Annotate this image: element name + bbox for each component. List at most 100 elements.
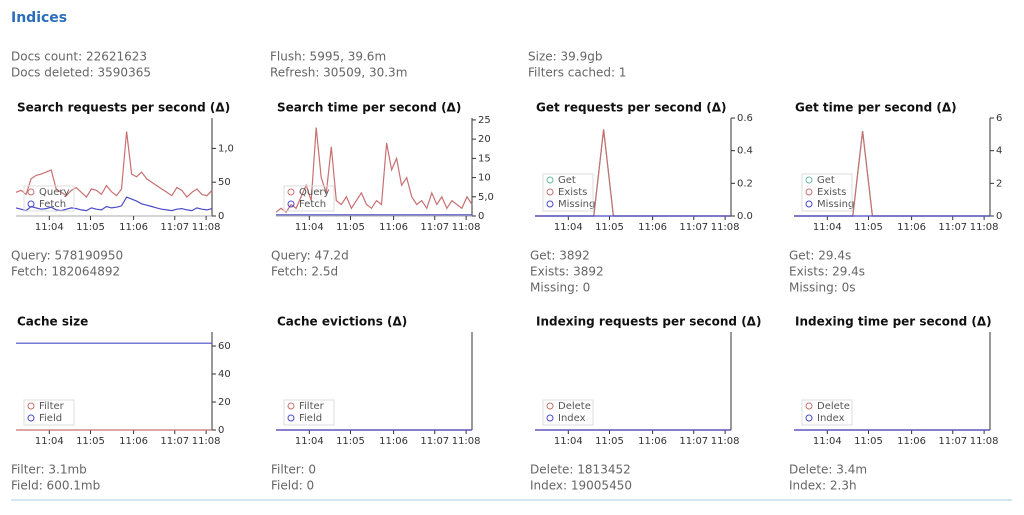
chart-title: Indexing time per second (Δ) <box>795 315 992 329</box>
x-tick-label: 11:04 <box>35 436 64 447</box>
series-line <box>15 131 213 199</box>
x-tick-label: 11:06 <box>379 436 408 447</box>
x-tick-label: 11:05 <box>76 222 105 233</box>
x-tick-label: 11:05 <box>854 436 883 447</box>
legend-marker <box>805 200 813 208</box>
y-tick-label: 0.6 <box>737 113 753 124</box>
chart-stat: Index: 19005450 <box>530 479 632 493</box>
legend-marker <box>546 176 554 184</box>
x-tick-label: 11:08 <box>711 222 740 233</box>
x-tick-label: 11:04 <box>554 222 583 233</box>
series-line <box>275 127 473 214</box>
y-tick-label: 0 <box>218 211 224 222</box>
legend-label: Exists <box>817 187 846 198</box>
x-tick-label: 11:08 <box>452 436 481 447</box>
legend-marker <box>805 188 813 196</box>
y-tick-label: 0.2 <box>737 178 753 189</box>
summary-stat: Filters cached: 1 <box>528 66 626 80</box>
chart-stat: Delete: 1813452 <box>530 463 631 477</box>
legend-label: Index <box>817 413 845 424</box>
y-tick-label: 0 <box>996 211 1002 222</box>
legend-label: Field <box>39 413 62 424</box>
x-tick-label: 11:08 <box>970 436 999 447</box>
x-tick-label: 11:05 <box>595 222 624 233</box>
x-tick-label: 11:04 <box>295 436 324 447</box>
chart-stat: Fetch: 182064892 <box>11 265 120 279</box>
legend-label: Get <box>558 175 576 186</box>
chart-stat: Missing: 0s <box>789 281 856 295</box>
chart-title: Get requests per second (Δ) <box>536 101 726 115</box>
legend-label: Filter <box>39 401 65 412</box>
legend-box <box>801 399 853 426</box>
legend-marker <box>287 200 295 208</box>
legend-label: Index <box>558 413 586 424</box>
chart-stat: Query: 578190950 <box>11 249 123 263</box>
x-tick-label: 11:06 <box>119 222 148 233</box>
chart-stat: Missing: 0 <box>530 281 590 295</box>
y-tick-label: 40 <box>218 369 231 380</box>
y-tick-label: 1,0 <box>218 143 234 154</box>
y-tick-label: 50 <box>218 177 231 188</box>
chart-stat: Get: 3892 <box>530 249 590 263</box>
x-tick-label: 11:04 <box>813 222 842 233</box>
x-tick-label: 11:07 <box>938 222 967 233</box>
chart-stat: Filter: 3.1mb <box>11 463 87 477</box>
legend-marker <box>805 414 813 422</box>
legend-label: Missing <box>817 199 854 210</box>
x-tick-label: 11:07 <box>420 222 449 233</box>
legend-label: Get <box>817 175 835 186</box>
legend-label: Filter <box>299 401 325 412</box>
x-tick-label: 11:06 <box>638 436 667 447</box>
legend-label: Missing <box>558 199 595 210</box>
chart-stat: Field: 600.1mb <box>11 479 100 493</box>
legend-marker <box>27 188 35 196</box>
x-tick-label: 11:07 <box>679 222 708 233</box>
legend-marker <box>287 414 295 422</box>
chart-title: Indexing requests per second (Δ) <box>536 315 761 329</box>
x-tick-label: 11:06 <box>897 222 926 233</box>
x-tick-label: 11:08 <box>970 222 999 233</box>
legend-label: Field <box>299 413 322 424</box>
legend-marker <box>546 200 554 208</box>
legend-label: Delete <box>558 401 591 412</box>
x-tick-label: 11:06 <box>379 222 408 233</box>
y-tick-label: 60 <box>218 341 231 352</box>
x-tick-label: 11:04 <box>35 222 64 233</box>
legend-label: Fetch <box>39 199 66 210</box>
legend-box <box>542 173 594 212</box>
page-title: Indices <box>11 10 67 26</box>
chart-stat: Index: 2.3h <box>789 479 857 493</box>
y-tick-label: 4 <box>996 146 1002 157</box>
legend-marker <box>287 402 295 410</box>
legend-label: Query <box>299 187 329 198</box>
x-tick-label: 11:04 <box>813 436 842 447</box>
legend-label: Delete <box>817 401 850 412</box>
legend-marker <box>287 188 295 196</box>
legend-box <box>283 185 335 212</box>
x-tick-label: 11:04 <box>554 436 583 447</box>
legend-marker <box>546 414 554 422</box>
y-tick-label: 0.0 <box>737 211 753 222</box>
chart-stat: Query: 47.2d <box>271 249 349 263</box>
legend-marker <box>546 188 554 196</box>
summary-stat: Flush: 5995, 39.6m <box>270 50 386 64</box>
x-tick-label: 11:07 <box>160 222 189 233</box>
summary-stat: Docs count: 22621623 <box>11 50 147 64</box>
summary-stat: Refresh: 30509, 30.3m <box>270 66 407 80</box>
series-line <box>15 196 213 212</box>
y-tick-label: 5,0 <box>478 192 494 203</box>
chart-stat: Field: 0 <box>271 479 314 493</box>
chart-title: Search requests per second (Δ) <box>17 101 230 115</box>
legend-label: Fetch <box>299 199 326 210</box>
x-tick-label: 11:06 <box>897 436 926 447</box>
x-tick-label: 11:05 <box>595 436 624 447</box>
chart-stat: Fetch: 2.5d <box>271 265 338 279</box>
y-tick-label: 25 <box>478 115 491 126</box>
legend-box <box>542 399 594 426</box>
chart-title: Cache size <box>17 315 88 329</box>
y-tick-label: 2 <box>996 178 1002 189</box>
legend-marker <box>805 402 813 410</box>
legend-label: Query <box>39 187 69 198</box>
chart-stat: Exists: 3892 <box>530 265 604 279</box>
